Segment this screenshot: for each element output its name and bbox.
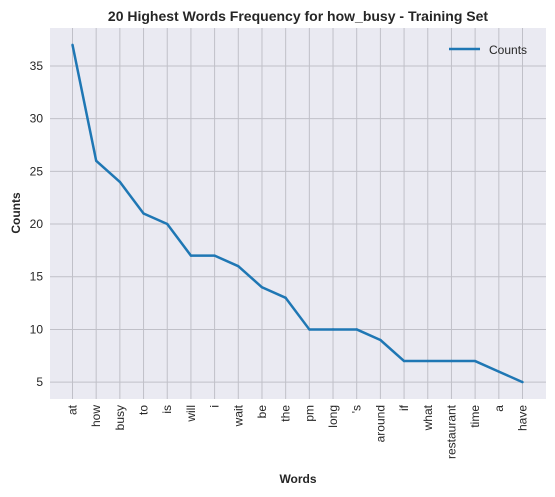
x-tick-label: how bbox=[89, 405, 103, 427]
x-tick-label: be bbox=[255, 405, 269, 419]
y-axis-title: Counts bbox=[9, 192, 23, 234]
x-tick-label: busy bbox=[113, 405, 127, 430]
data-point bbox=[473, 359, 477, 363]
y-tick-label: 25 bbox=[30, 164, 44, 178]
y-tick-label: 30 bbox=[30, 112, 44, 126]
grid bbox=[50, 28, 546, 399]
x-tick-label: wait bbox=[231, 404, 245, 427]
x-tick-labels: at how busy to is will i wait be the pm long 's aroun… bbox=[66, 404, 530, 459]
x-tick-label: have bbox=[516, 405, 530, 431]
chart-title: 20 Highest Words Frequency for how_busy … bbox=[108, 8, 488, 24]
data-point bbox=[497, 370, 501, 373]
x-axis-title: Words bbox=[279, 472, 316, 486]
x-tick-label: at bbox=[66, 404, 80, 415]
plot-background bbox=[50, 28, 546, 399]
legend: Counts bbox=[449, 43, 527, 57]
data-point bbox=[166, 222, 169, 226]
x-tick-label: pm bbox=[302, 405, 316, 422]
series bbox=[71, 43, 524, 384]
data-point bbox=[189, 254, 193, 257]
data-point bbox=[355, 328, 358, 331]
y-tick-label: 15 bbox=[30, 270, 44, 284]
data-point bbox=[308, 328, 311, 331]
data-point bbox=[521, 380, 524, 384]
data-point bbox=[71, 43, 74, 47]
y-tick-label: 20 bbox=[30, 217, 44, 231]
x-tick-label: the bbox=[279, 405, 293, 422]
y-tick-labels: 5 10 15 20 25 30 35 bbox=[30, 59, 44, 389]
x-tick-label: is bbox=[160, 405, 174, 414]
data-point bbox=[331, 328, 335, 331]
y-tick-label: 35 bbox=[30, 59, 44, 73]
x-tick-label: to bbox=[137, 405, 151, 415]
x-tick-label: what bbox=[421, 404, 435, 431]
y-tick-label: 10 bbox=[30, 322, 44, 336]
data-point bbox=[237, 264, 240, 268]
data-point bbox=[379, 338, 382, 342]
x-tick-label: if bbox=[397, 404, 411, 411]
data-point bbox=[450, 359, 453, 363]
data-point bbox=[142, 212, 145, 215]
data-point bbox=[213, 254, 216, 257]
x-tick-label: 's bbox=[350, 405, 364, 413]
data-point bbox=[118, 180, 122, 184]
x-tick-label: around bbox=[373, 405, 387, 442]
x-tick-label: a bbox=[492, 405, 506, 412]
x-tick-label: restaurant bbox=[444, 404, 458, 459]
data-point bbox=[402, 359, 406, 363]
y-tick-label: 5 bbox=[36, 375, 43, 389]
data-point bbox=[94, 159, 98, 163]
data-point bbox=[426, 359, 429, 363]
x-tick-label: will bbox=[184, 405, 198, 423]
x-tick-label: i bbox=[208, 405, 222, 408]
data-point bbox=[260, 286, 264, 289]
series-line-counts bbox=[71, 44, 524, 384]
legend-label-counts: Counts bbox=[489, 43, 527, 57]
x-tick-label: time bbox=[468, 405, 482, 428]
data-point bbox=[284, 296, 287, 300]
x-tick-label: long bbox=[326, 405, 340, 428]
